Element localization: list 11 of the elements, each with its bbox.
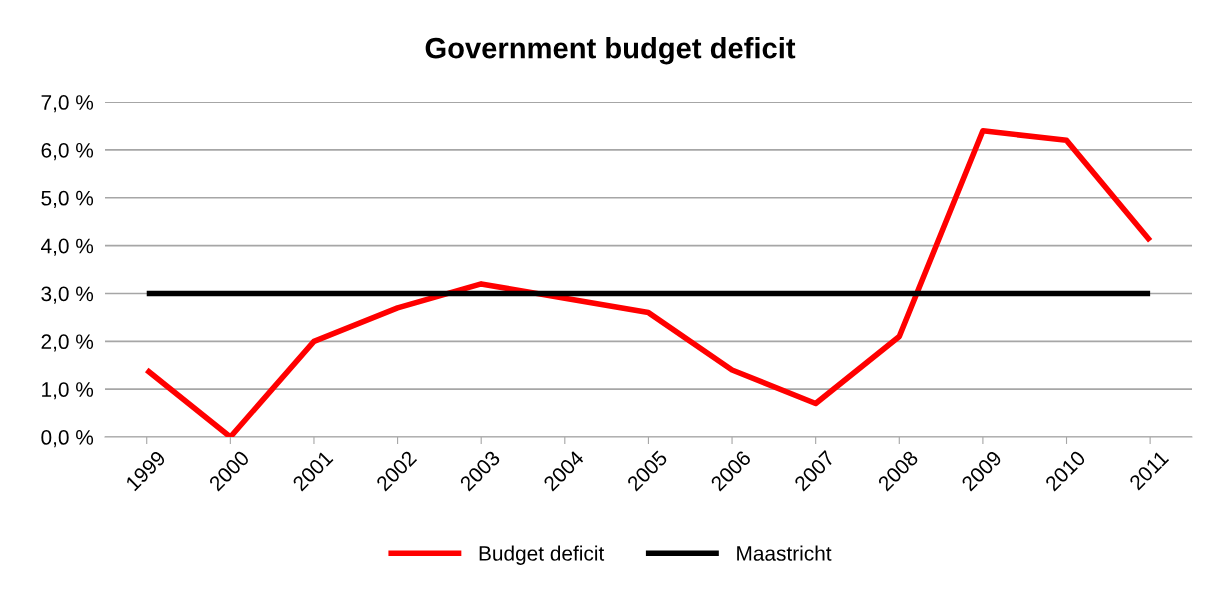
y-tick-label: 5,0 %	[41, 190, 94, 208]
legend-label: Maastricht	[737, 545, 832, 561]
y-tick-label: 3,0 %	[41, 286, 94, 304]
chart-title: Government budget deficit	[425, 37, 796, 65]
y-tick-label: 2,0 %	[41, 334, 94, 352]
y-tick-label: 6,0 %	[41, 142, 94, 161]
y-tick-label: 1,0 %	[42, 382, 94, 400]
y-tick-label: 0,0 %	[41, 430, 94, 448]
legend-label: Budget deficit	[479, 545, 605, 565]
y-tick-label: 4,0 %	[41, 238, 94, 256]
y-tick-label: 7,0 %	[41, 95, 94, 113]
